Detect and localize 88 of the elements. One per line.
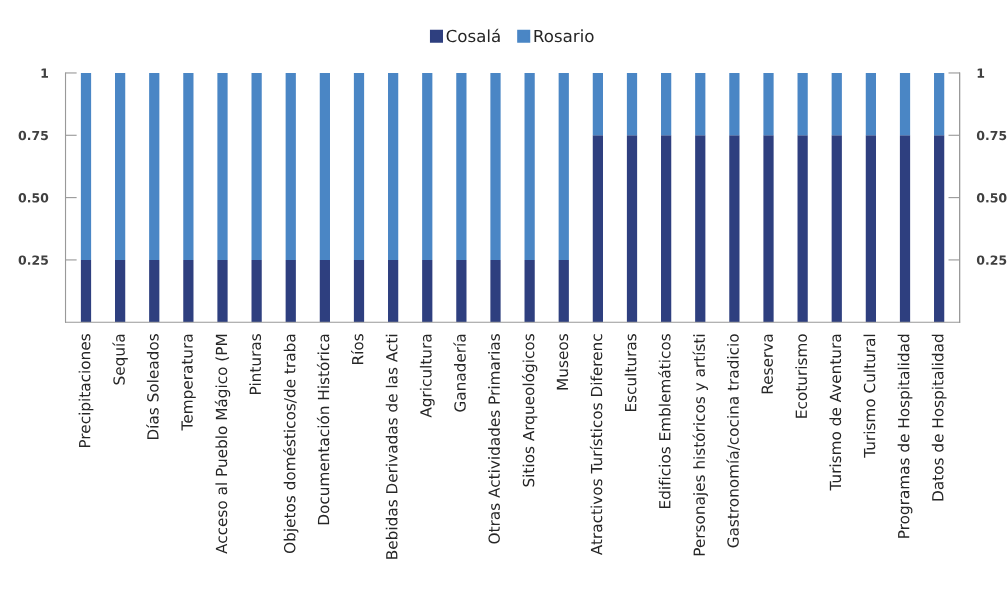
bar bbox=[729, 135, 740, 323]
bar bbox=[353, 72, 365, 260]
bar bbox=[183, 259, 194, 323]
x-tick-label: Personajes históricos y artísti bbox=[692, 334, 708, 556]
y2-tick-label: 0.25 bbox=[976, 255, 1007, 265]
bar bbox=[763, 135, 774, 323]
x-tick-label: Museos bbox=[556, 334, 569, 390]
x-tick-label: Bebidas Derivadas de las Acti bbox=[385, 334, 398, 559]
bar bbox=[524, 259, 535, 323]
bar bbox=[422, 72, 433, 260]
bar bbox=[456, 259, 467, 323]
x-tick-label: Datos de Hospitalidad bbox=[931, 334, 947, 501]
x-tick-label: Turismo de Aventura bbox=[829, 334, 842, 491]
x-tick-label: Documentación Histórica bbox=[316, 334, 330, 525]
bar bbox=[422, 259, 433, 323]
bar bbox=[592, 135, 603, 323]
bar bbox=[865, 72, 877, 136]
y-tick-label: 0.50 bbox=[18, 193, 49, 203]
x-tick-label: Días Soleados bbox=[146, 334, 159, 440]
bar bbox=[319, 72, 330, 260]
x-tick-label: Reserva bbox=[761, 334, 773, 394]
x-tick-label: Turismo Cultural bbox=[863, 334, 876, 458]
bar bbox=[797, 72, 808, 136]
bar bbox=[934, 72, 945, 136]
bar bbox=[695, 72, 706, 136]
bar bbox=[626, 72, 638, 136]
bar bbox=[149, 72, 160, 260]
legend-label: Rosario bbox=[534, 29, 594, 43]
y2-tick-label: 0.75 bbox=[976, 130, 1007, 141]
bar bbox=[456, 72, 467, 260]
bar bbox=[797, 135, 808, 323]
bar bbox=[319, 259, 330, 323]
x-tick-label: Precipitaciones bbox=[78, 334, 94, 448]
bar bbox=[353, 259, 365, 323]
x-tick-label: Edificios Emblemáticos bbox=[658, 334, 671, 508]
bar bbox=[729, 72, 740, 136]
bar bbox=[217, 72, 228, 260]
bar bbox=[695, 135, 706, 323]
bar bbox=[183, 72, 194, 260]
bar bbox=[899, 72, 911, 136]
x-tick-label: Programas de Hospitalidad bbox=[897, 334, 913, 538]
bar bbox=[80, 259, 92, 323]
bar bbox=[865, 135, 877, 323]
x-tick-label: Gastronomía/cocina tradicio bbox=[726, 334, 741, 548]
bar bbox=[558, 72, 569, 260]
x-tick-label: Agricultura bbox=[419, 334, 435, 418]
x-tick-label: Ecoturismo bbox=[795, 334, 808, 418]
bar bbox=[217, 259, 228, 323]
bar bbox=[661, 72, 672, 136]
bar bbox=[934, 135, 945, 323]
x-tick-label: Otras Actividades Primarias bbox=[488, 334, 500, 544]
bar bbox=[149, 259, 160, 323]
bar bbox=[661, 135, 672, 323]
y-tick-label: 0.75 bbox=[18, 130, 48, 141]
bar bbox=[899, 135, 911, 323]
bar bbox=[763, 72, 774, 136]
x-tick-label: Objetos domésticos/de traba bbox=[283, 334, 299, 554]
x-tick-label: Sitios Arqueológicos bbox=[521, 334, 538, 487]
x-tick-label: Sequía bbox=[112, 334, 128, 385]
x-tick-label: Esculturas bbox=[624, 334, 637, 412]
y-tick-label: 1 bbox=[41, 68, 48, 78]
bar bbox=[388, 72, 399, 260]
bar bbox=[831, 135, 842, 323]
bar bbox=[626, 135, 638, 323]
x-tick-label: Temperatura bbox=[181, 334, 196, 431]
bar bbox=[115, 259, 126, 323]
bar bbox=[490, 72, 501, 260]
bar bbox=[285, 259, 296, 323]
bar bbox=[592, 72, 603, 136]
x-tick-label: Acceso al Pueblo Mágico (PM bbox=[214, 334, 231, 554]
bar bbox=[558, 259, 569, 323]
bar bbox=[80, 72, 92, 260]
bar bbox=[251, 259, 262, 323]
x-tick-label: Ganadería bbox=[453, 334, 466, 412]
bar bbox=[251, 72, 262, 260]
bar bbox=[524, 72, 535, 260]
legend-label: Cosalá bbox=[446, 28, 500, 43]
y-tick-label: 0.25 bbox=[18, 255, 48, 265]
bar bbox=[285, 72, 296, 260]
x-tick-label: Ríos bbox=[351, 334, 364, 365]
x-tick-label: Pinturas bbox=[249, 334, 262, 394]
bar bbox=[831, 72, 842, 136]
bar bbox=[490, 259, 501, 323]
x-tick-label: Atractivos Turísticos Diferenc bbox=[589, 334, 603, 556]
bar bbox=[115, 72, 126, 260]
bar bbox=[388, 259, 399, 323]
y2-tick-label: 0.50 bbox=[976, 193, 1007, 203]
y2-tick-label: 1 bbox=[977, 68, 985, 78]
